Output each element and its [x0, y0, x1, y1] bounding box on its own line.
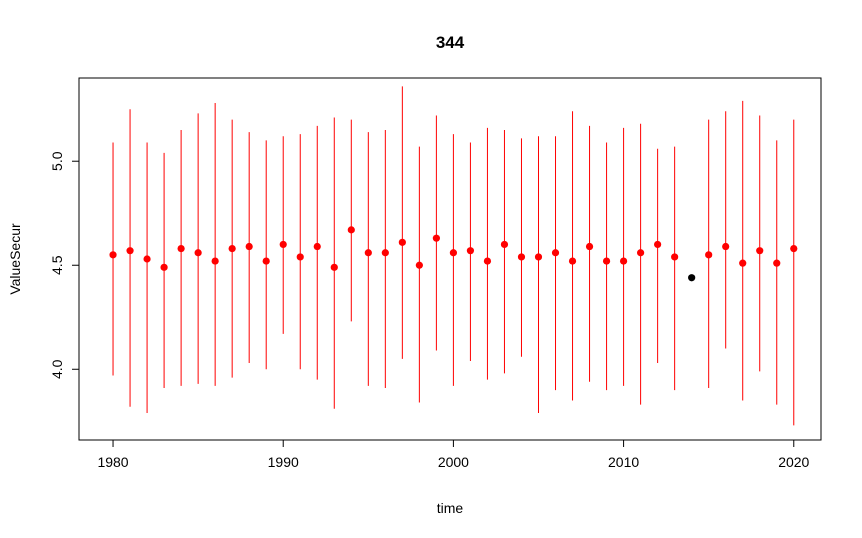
data-point — [773, 259, 781, 267]
data-point — [722, 242, 730, 251]
data-point — [483, 257, 492, 265]
data-point — [449, 249, 458, 257]
data-point — [432, 234, 440, 242]
data-point — [756, 247, 764, 255]
data-point — [534, 253, 543, 261]
data-point — [500, 240, 509, 249]
data-point — [245, 242, 253, 251]
x-axis: 1980 1990 2000 2010 2020 — [97, 439, 810, 470]
data-point — [671, 253, 679, 261]
chart-title: 344 — [436, 33, 465, 52]
data-point — [585, 242, 594, 251]
y-axis-label: ValueSecur — [7, 223, 23, 295]
x-tick-label: 2020 — [778, 454, 809, 470]
data-point — [126, 247, 134, 255]
data-point — [517, 253, 526, 261]
data-point — [228, 244, 236, 253]
x-tick-label: 2000 — [438, 454, 469, 470]
x-axis-label: time — [437, 500, 464, 516]
data-point — [160, 263, 168, 271]
data-point — [654, 240, 662, 249]
data-point — [364, 249, 372, 257]
data-point — [602, 257, 611, 265]
y-tick-label: 5.0 — [49, 151, 65, 171]
x-tick-label: 1990 — [268, 454, 299, 470]
data-point — [296, 253, 304, 261]
data-point — [279, 240, 287, 249]
data-point — [551, 249, 560, 257]
plot-frame — [78, 77, 822, 441]
data-point — [790, 244, 798, 253]
data-point — [194, 249, 202, 257]
data-point — [637, 249, 645, 257]
data-point — [398, 238, 406, 246]
data-point — [262, 257, 270, 265]
x-tick-label: 1980 — [97, 454, 128, 470]
data-point — [177, 244, 185, 253]
y-tick-label: 4.0 — [49, 359, 65, 379]
data-marks — [109, 86, 798, 426]
data-point — [381, 249, 389, 257]
y-tick-label: 4.5 — [49, 255, 65, 275]
data-point — [109, 251, 117, 259]
data-point — [466, 247, 475, 255]
data-point — [619, 257, 628, 265]
data-point — [568, 257, 577, 265]
x-tick-label: 2010 — [608, 454, 639, 470]
data-point — [739, 259, 747, 267]
data-point — [313, 242, 321, 251]
data-point — [347, 226, 355, 234]
data-point — [705, 251, 713, 259]
highlight-point — [688, 274, 696, 282]
data-point — [330, 263, 338, 271]
y-axis: 4.0 4.5 5.0 — [49, 151, 80, 379]
data-point — [143, 255, 151, 263]
data-point — [211, 257, 219, 265]
data-point — [415, 261, 423, 269]
